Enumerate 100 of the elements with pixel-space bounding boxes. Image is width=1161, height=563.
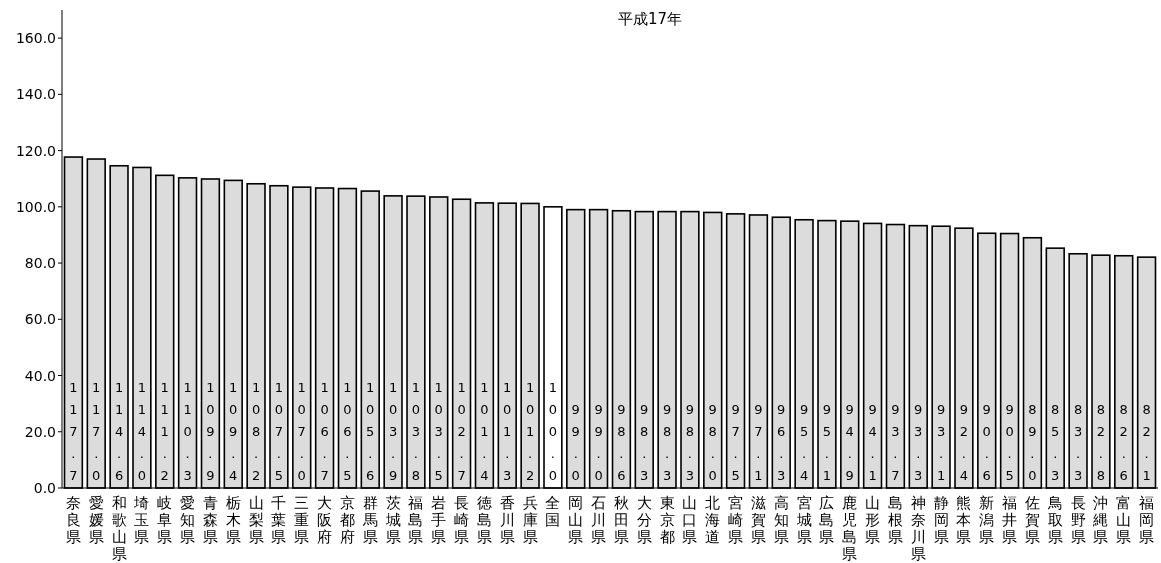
x-tick-label: 東京都 — [659, 494, 675, 546]
data-label: 97.5 — [731, 402, 740, 483]
x-tick-label: 岐阜県 — [157, 494, 173, 546]
data-label: 102.7 — [457, 380, 466, 483]
data-label: 117.0 — [92, 380, 101, 483]
x-tick-label: 京都府 — [339, 494, 355, 546]
data-label: 83.3 — [1073, 402, 1083, 483]
x-tick-label: 千葉県 — [271, 494, 287, 546]
x-tick-label: 愛知県 — [180, 494, 196, 546]
data-label: 98.3 — [685, 402, 695, 483]
x-tick-label: 福岡県 — [1139, 494, 1155, 546]
x-tick-label: 山梨県 — [248, 494, 264, 546]
x-tick-label: 宮崎県 — [728, 494, 744, 546]
data-label: 85.3 — [1051, 402, 1060, 483]
data-label: 107.5 — [274, 380, 284, 483]
x-tick-label: 奈良県 — [65, 494, 81, 546]
data-label: 94.9 — [845, 402, 854, 483]
x-tick-label: 北海道 — [705, 494, 721, 546]
data-label: 82.6 — [1119, 402, 1128, 483]
data-label: 97.1 — [754, 402, 763, 483]
data-label: 98.0 — [708, 402, 717, 483]
x-tick-label: 和歌山県 — [111, 494, 127, 563]
x-tick-label: 神奈川県 — [910, 494, 926, 563]
y-tick-label: 160.0 — [15, 30, 56, 47]
x-tick-label: 全国 — [545, 494, 561, 529]
x-tick-label: 島根県 — [887, 494, 903, 546]
x-tick-label: 広島県 — [819, 494, 835, 546]
data-label: 93.1 — [936, 402, 946, 483]
x-tick-label: 香川県 — [499, 494, 515, 546]
data-label: 114.0 — [137, 380, 147, 483]
data-label: 105.6 — [366, 380, 375, 483]
data-label: 114.6 — [114, 380, 124, 483]
data-label: 92.4 — [959, 402, 969, 483]
y-tick-label: 0.0 — [33, 480, 56, 496]
x-tick-label: 大分県 — [636, 494, 652, 546]
data-label: 103.8 — [411, 380, 421, 483]
x-tick-label: 三重県 — [294, 494, 310, 546]
data-label: 89.0 — [1028, 402, 1037, 483]
data-label: 96.3 — [777, 402, 786, 483]
x-tick-label: 長野県 — [1070, 494, 1086, 546]
data-label: 82.1 — [1142, 402, 1151, 483]
data-label: 109.9 — [206, 380, 215, 483]
data-label: 94.1 — [868, 402, 877, 483]
y-tick-label: 100.0 — [15, 198, 56, 215]
data-label: 101.3 — [503, 380, 512, 483]
data-label: 106.5 — [343, 380, 352, 483]
x-tick-label: 新潟県 — [979, 494, 995, 546]
data-label: 90.5 — [1005, 402, 1014, 483]
x-tick-label: 兵庫県 — [522, 494, 538, 546]
y-tick-label: 60.0 — [24, 311, 56, 328]
data-label: 99.0 — [594, 402, 603, 483]
data-label: 100.0 — [548, 380, 558, 483]
x-tick-label: 熊本県 — [956, 494, 972, 546]
x-tick-label: 長崎県 — [454, 494, 470, 546]
x-tick-label: 徳島県 — [476, 494, 492, 546]
data-label: 101.2 — [525, 380, 535, 483]
x-tick-label: 富山県 — [1116, 494, 1132, 546]
x-tick-label: 青森県 — [202, 494, 218, 546]
data-label: 117.7 — [69, 380, 78, 483]
x-tick-label: 福島県 — [408, 494, 424, 546]
x-tick-label: 山口県 — [682, 494, 698, 546]
data-label: 103.5 — [434, 380, 443, 483]
y-tick-label: 80.0 — [24, 255, 56, 272]
data-label: 108.2 — [251, 380, 261, 483]
data-label: 101.4 — [480, 380, 489, 483]
data-label: 90.6 — [982, 402, 991, 483]
data-label: 106.7 — [320, 380, 329, 483]
data-label: 99.0 — [571, 402, 580, 483]
x-tick-label: 岩手県 — [431, 494, 447, 546]
x-tick-label: 栃木県 — [225, 494, 241, 546]
data-label: 82.8 — [1096, 402, 1106, 483]
x-tick-label: 静岡県 — [933, 494, 949, 546]
y-tick-label: 20.0 — [24, 423, 56, 440]
x-tick-label: 愛媛県 — [88, 494, 104, 546]
y-tick-label: 120.0 — [15, 142, 56, 159]
data-label: 98.3 — [662, 402, 672, 483]
x-tick-label: 宮城県 — [795, 494, 812, 546]
data-label: 98.3 — [640, 402, 649, 483]
data-label: 110.3 — [183, 380, 192, 483]
x-tick-label: 佐賀県 — [1024, 494, 1040, 546]
y-tick-label: 140.0 — [15, 86, 56, 103]
data-label: 103.9 — [388, 380, 398, 483]
x-tick-label: 岡山県 — [568, 494, 584, 546]
x-tick-label: 沖縄県 — [1092, 494, 1109, 546]
x-tick-label: 鳥取県 — [1046, 494, 1063, 546]
x-tick-label: 秋田県 — [613, 494, 629, 546]
data-label: 93.7 — [891, 402, 900, 483]
x-tick-label: 山形県 — [865, 494, 881, 546]
data-label: 109.4 — [229, 380, 238, 483]
x-tick-label: 鹿児島県 — [842, 494, 858, 563]
x-tick-label: 高知県 — [773, 494, 789, 546]
x-tick-label: 大阪府 — [317, 494, 333, 546]
x-tick-label: 滋賀県 — [750, 494, 766, 546]
data-label: 111.2 — [160, 380, 169, 483]
data-label: 107.0 — [297, 380, 306, 483]
data-label: 98.6 — [617, 402, 626, 483]
x-tick-label: 埼玉県 — [133, 494, 150, 546]
x-tick-label: 石川県 — [591, 494, 607, 546]
data-label: 95.1 — [822, 402, 832, 483]
x-tick-label: 茨城県 — [384, 494, 401, 546]
